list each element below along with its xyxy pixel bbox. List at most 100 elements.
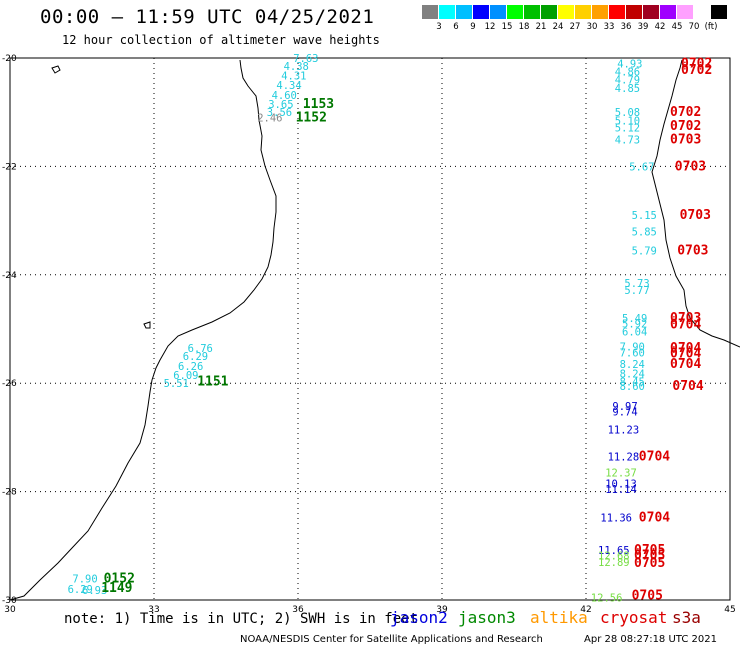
legend-label: 6: [453, 22, 459, 32]
wave-height-label: 2.46: [257, 113, 282, 125]
wave-height-label: 6.09: [173, 370, 198, 382]
wave-height-label: 4.60: [272, 90, 297, 102]
wave-height-label: 5.49: [622, 313, 647, 325]
wave-height-label: 4.85: [615, 83, 640, 95]
wave-height-label: 5.08: [615, 107, 640, 119]
pass-time-label: 0704: [670, 318, 701, 333]
map-subtitle: 12 hour collection of altimeter wave hei…: [62, 33, 380, 47]
map-frame: [9, 57, 731, 601]
wave-height-label: 4.79: [615, 75, 640, 87]
legend-label: 9: [470, 22, 476, 32]
legend-label: 12: [484, 22, 496, 32]
legend-swatch: [456, 5, 472, 19]
legend-label: 15: [501, 22, 513, 32]
legend-swatch: [558, 5, 574, 19]
legend-label: 3: [436, 22, 442, 32]
y-tick-label: -22: [2, 162, 17, 172]
y-tick-label: -28: [2, 488, 17, 498]
y-tick-label: -20: [2, 54, 17, 64]
wave-height-label: 12.68: [598, 551, 630, 563]
pass-time-label: 0703: [670, 132, 701, 147]
legend-label: 36: [620, 22, 632, 32]
wave-height-label: 4.73: [615, 134, 640, 146]
africa-coastline: [9, 59, 277, 601]
x-tick-label: 39: [436, 605, 448, 615]
wave-height-label: 5.79: [632, 245, 657, 257]
wave-height-label: 4.93: [617, 58, 642, 70]
legend-label: 24: [552, 22, 564, 32]
x-tick-label: 45: [724, 605, 735, 615]
wave-height-label: 9.97: [612, 401, 637, 413]
pass-time-label: 0704: [670, 341, 701, 356]
y-tick-label: -24: [2, 271, 17, 281]
pass-time-label: 0702: [681, 56, 712, 71]
legend-label: 45: [671, 22, 683, 32]
satellite-jason3: jason3: [458, 608, 516, 627]
legend-swatch: [711, 5, 727, 19]
map-title: 00:00 – 11:59 UTC 04/25/2021: [40, 6, 375, 28]
wave-height-label: 6.04: [622, 327, 647, 339]
footer-note: note: 1) Time is in UTC; 2) SWH is in fe…: [64, 611, 419, 627]
legend-swatch: [575, 5, 591, 19]
pass-time-label: 0704: [672, 379, 703, 394]
legend-label: 30: [586, 22, 598, 32]
legend-swatch: [541, 5, 557, 19]
wave-height-label: 9.74: [612, 406, 637, 418]
wave-height-label: 5.10: [615, 115, 640, 127]
y-tick-label: -30: [2, 596, 17, 606]
coastline: [9, 59, 740, 601]
generated-timestamp: Apr 28 08:27:18 UTC 2021: [584, 634, 717, 645]
legend-swatch: [524, 5, 540, 19]
legend-swatch: [643, 5, 659, 19]
wave-height-label: 5.85: [632, 226, 657, 238]
legend-label: 18: [518, 22, 530, 32]
satellite-s3a: s3a: [672, 608, 701, 627]
wave-height-label: 12.89: [598, 557, 630, 569]
x-tick-label: 42: [580, 605, 591, 615]
pass-time-label: 0705: [634, 549, 665, 564]
x-tick-label: 36: [292, 605, 304, 615]
wave-height-label: 11.14: [605, 484, 637, 496]
wave-height-label: 5.77: [624, 285, 649, 297]
x-tick-label: 30: [4, 605, 16, 615]
wave-height-label: 5.51: [164, 378, 189, 390]
satellite-cryosat: cryosat: [600, 608, 668, 627]
wave-height-label: 4.86: [615, 67, 640, 79]
wave-height-label: 4.38: [284, 61, 309, 73]
pass-time-label: 0703: [670, 311, 701, 326]
legend-swatch: [694, 5, 710, 19]
wave-height-label: 6.26: [178, 361, 203, 373]
wave-height-label: 4.34: [276, 80, 301, 92]
pass-time-label: 1153: [303, 97, 334, 112]
x-tick-label: 33: [148, 605, 159, 615]
legend-swatch: [439, 5, 455, 19]
observation-labels: 7.634.384.314.344.603.653.562.46 11531152…: [68, 53, 713, 604]
pass-time-label: 0703: [677, 243, 708, 258]
wave-height-label: 6.29: [68, 584, 93, 596]
pass-time-label: 0704: [670, 357, 701, 372]
legend-label: 21: [535, 22, 547, 32]
madagascar-coastline: [651, 59, 740, 348]
pass-time-label: 1149: [101, 581, 132, 596]
legend-swatch: [609, 5, 625, 19]
pass-time-label: 0704: [639, 449, 670, 464]
wave-height-label: 5.92: [622, 319, 647, 331]
satellite-jason2: jason2: [390, 608, 448, 627]
legend-label: 70: [688, 22, 700, 32]
legend-label: (ft): [704, 22, 718, 32]
pass-time-label: 0704: [639, 511, 670, 526]
wave-height-label: 12.37: [605, 468, 637, 480]
wave-height-label: 8.45: [620, 377, 645, 389]
legend-swatch: [592, 5, 608, 19]
wave-height-label: 11.23: [608, 424, 640, 436]
wave-height-label: 5.73: [624, 278, 649, 290]
wave-height-label: 11.36: [600, 513, 632, 525]
wave-height-label: 8.60: [620, 381, 645, 393]
wave-height-label: 5.67: [629, 161, 654, 173]
wave-height-label: 6.93: [82, 585, 107, 597]
inland-lake: [51, 65, 61, 74]
wave-height-label: 3.65: [268, 99, 293, 111]
pass-time-label: 1152: [296, 111, 327, 126]
legend-swatch: [507, 5, 523, 19]
wave-height-label: 5.12: [615, 122, 640, 134]
